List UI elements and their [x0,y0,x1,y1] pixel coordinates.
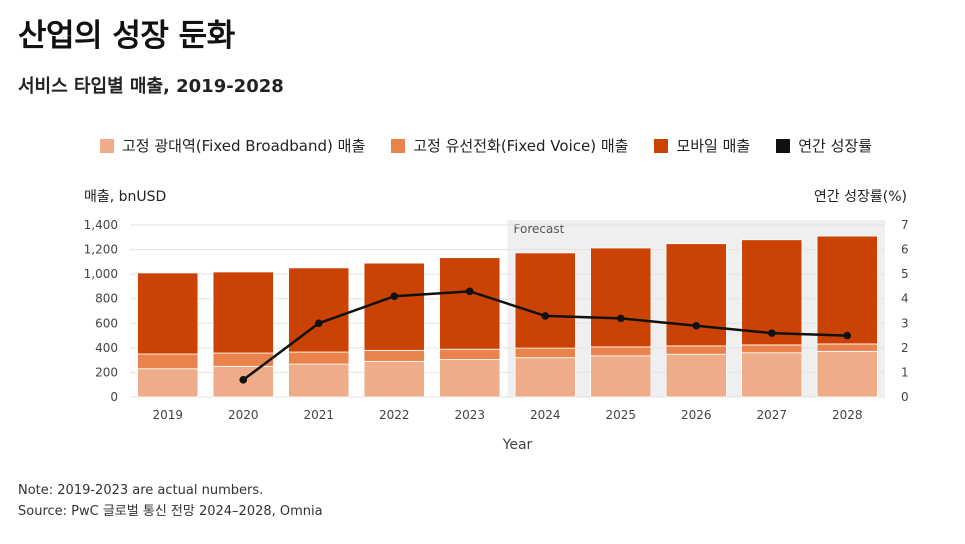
growth-point [767,329,776,337]
legend-item-broadband: 고정 광대역(Fixed Broadband) 매출 [100,135,365,156]
x-tick-label: 2020 [228,408,259,422]
legend-item-voice: 고정 유선전화(Fixed Voice) 매출 [391,135,628,156]
y-tick-label: 0 [110,390,118,404]
x-tick-label: 2019 [152,408,183,422]
bar-voice [816,343,878,352]
growth-point [314,319,323,328]
legend-label-growth: 연간 성장률 [798,137,873,155]
bar-broadband [439,359,501,398]
legend-label-voice: 고정 유선전화(Fixed Voice) 매출 [413,137,629,155]
x-tick-label: 2026 [681,408,712,422]
legend: 고정 광대역(Fixed Broadband) 매출 고정 유선전화(Fixed… [100,135,872,156]
y-tick-label: 800 [95,292,118,306]
x-tick-label: 2028 [832,408,863,422]
growth-point [616,314,625,323]
bar-broadband [741,352,803,398]
x-tick-label: 2023 [454,408,485,422]
y2-tick-label: 7 [901,218,909,232]
x-tick-label: 2022 [379,408,410,422]
y-axis-title: 매출, bnUSD [84,189,167,205]
growth-point [390,292,399,301]
growth-point [239,376,248,384]
bar-voice [741,344,803,354]
bar-broadband [816,350,878,398]
chart-title: 산업의 성장 둔화 [18,18,235,54]
bar-mobile [816,235,878,345]
bar-broadband [137,368,199,398]
y2-tick-label: 1 [901,365,909,379]
bar-voice [288,351,350,365]
x-tick-label: 2027 [756,408,787,422]
y-tick-label: 600 [95,316,118,330]
chart-subtitle: 서비스 타입별 매출, 2019-2028 [18,76,284,97]
y2-tick-label: 2 [901,341,909,355]
growth-point [541,312,550,320]
x-tick-label: 2025 [605,408,636,422]
legend-swatch-voice [391,138,406,153]
bar-mobile [212,271,274,354]
chart-plot: Forecast 1,400 7 1,200 6 1,000 5 800 4 600 3 400 2 20… [84,218,909,453]
growth-point [465,287,474,296]
bar-broadband [665,353,727,398]
x-tick-label: 2024 [530,408,561,422]
y2-tick-label: 0 [901,390,909,404]
x-axis-title: Year [502,437,533,453]
y-tick-label: 400 [95,341,118,355]
bar-broadband [288,363,350,398]
y-tick-label: 1,200 [84,243,118,257]
forecast-label: Forecast [514,222,565,236]
x-tick-label: 2021 [303,408,334,422]
y2-axis-title: 연간 성장률(%) [813,189,907,205]
source-text: Source: PwC 글로벌 통신 전망 2024–2028, Omnia [18,504,323,519]
bar-mobile [741,239,803,346]
y2-tick-label: 3 [901,316,909,330]
y2-tick-label: 6 [901,243,909,257]
bar-mobile [514,252,576,349]
bar-mobile [363,262,425,351]
bar-mobile [439,257,501,350]
note-text: Note: 2019-2023 are actual numbers. [18,483,264,498]
y2-tick-label: 5 [901,267,909,281]
legend-item-growth: 연간 성장률 [776,135,872,156]
bar-voice [665,345,727,355]
bar-mobile [665,243,727,347]
bar-mobile [137,272,199,355]
bar-broadband [514,357,576,398]
y-tick-label: 200 [95,365,118,379]
bar-broadband [363,360,425,398]
growth-point [692,321,701,330]
bar-broadband [590,355,652,398]
legend-swatch-mobile [654,138,669,153]
bar-voice [137,353,199,370]
growth-point [843,331,852,340]
legend-swatch-broadband [100,138,114,153]
bar-voice [363,349,425,362]
bar-voice [590,346,652,357]
y-tick-label: 1,000 [84,267,118,281]
footnote: Note: 2019-2023 are actual numbers. Sour… [18,480,323,522]
legend-swatch-growth [776,138,791,153]
bar-voice [514,347,576,359]
bar-voice [439,348,501,360]
legend-label-broadband: 고정 광대역(Fixed Broadband) 매출 [122,137,366,155]
y-tick-label: 1,400 [84,218,118,232]
bar-mobile [590,247,652,348]
legend-label-mobile: 모바일 매출 [676,137,751,155]
legend-item-mobile: 모바일 매출 [654,135,750,156]
y2-tick-label: 4 [901,292,909,306]
